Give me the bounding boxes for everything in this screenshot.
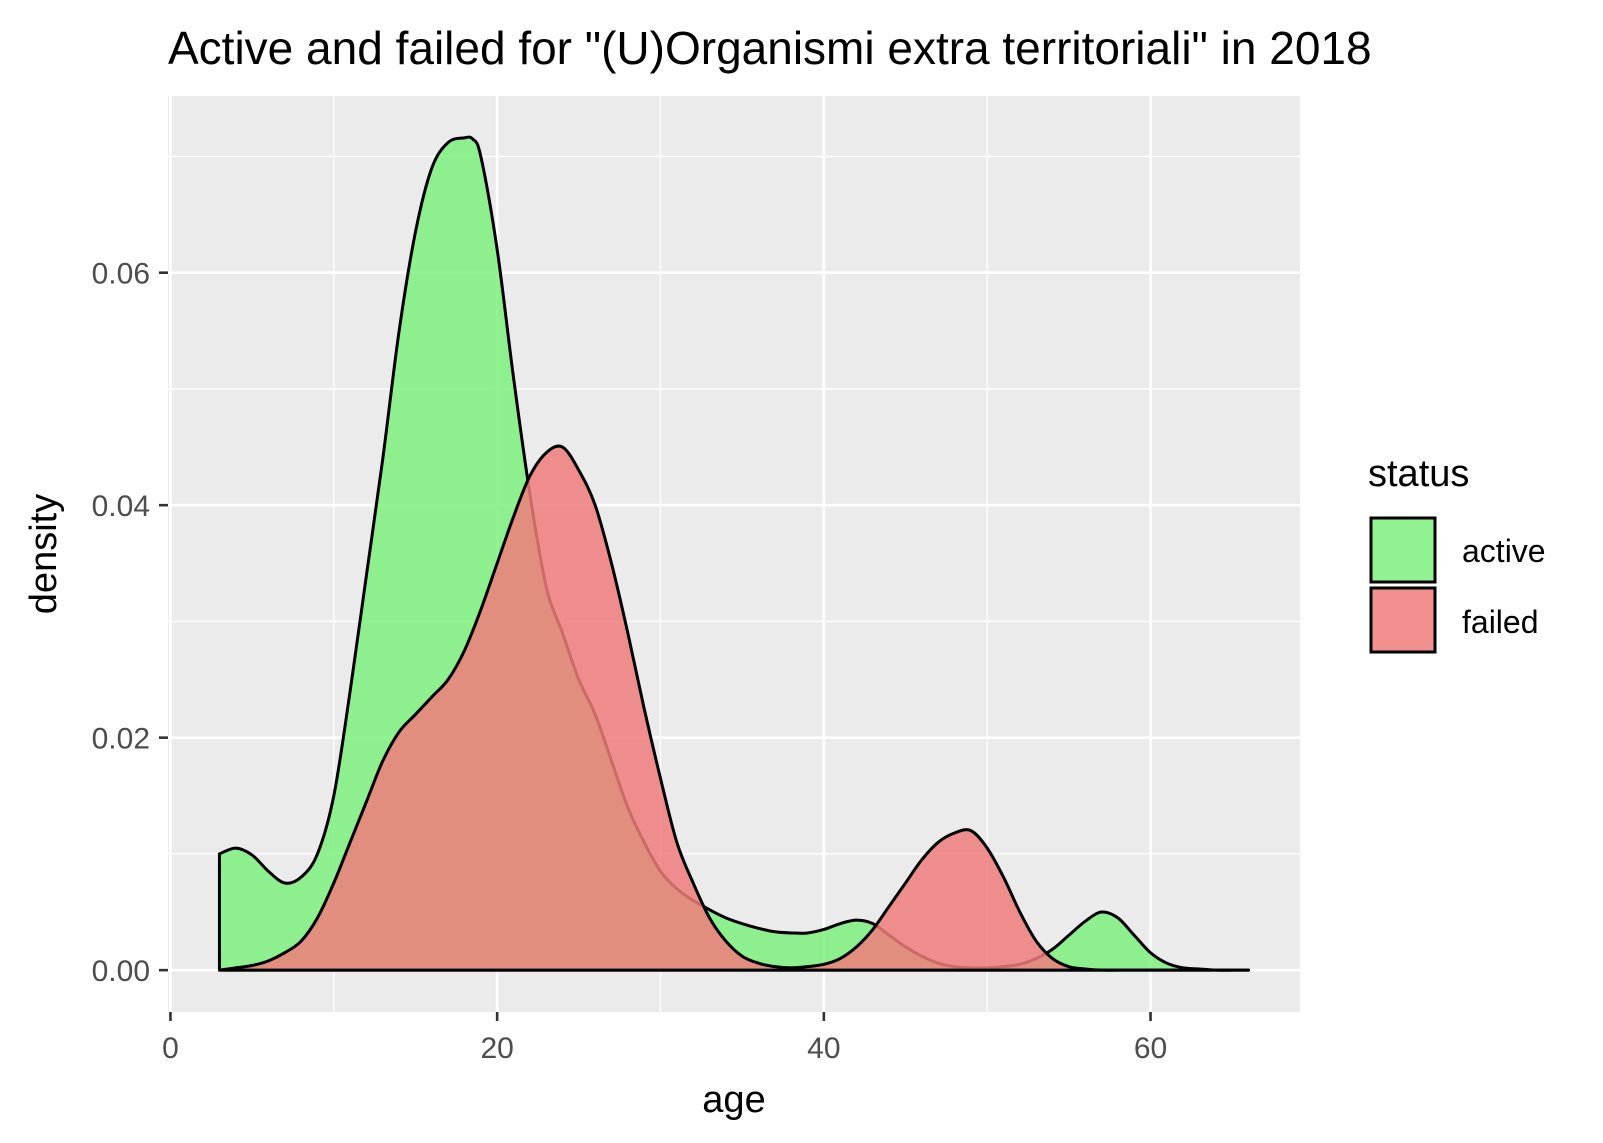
x-tick-label: 40: [807, 1032, 840, 1065]
axis-ticks: [159, 271, 1152, 1021]
legend-title: status: [1368, 453, 1469, 495]
legend-key-failed: [1369, 586, 1437, 654]
legend: status active failed: [1368, 453, 1546, 654]
y-tick-label: 0.02: [92, 723, 150, 756]
legend-key-active: [1369, 516, 1437, 584]
density-area-failed: [219, 446, 1249, 971]
y-tick-label: 0.04: [92, 490, 150, 523]
legend-label-active: active: [1462, 533, 1546, 569]
x-tick-label: 60: [1134, 1032, 1167, 1065]
y-axis-title: density: [23, 494, 65, 614]
density-areas: [217, 135, 1251, 972]
x-axis-title: age: [702, 1079, 765, 1121]
x-tick-label: 0: [162, 1032, 179, 1065]
chart-title: Active and failed for "(U)Organismi extr…: [168, 22, 1372, 74]
y-tick-label: 0.06: [92, 258, 150, 291]
legend-label-failed: failed: [1462, 604, 1539, 640]
x-tick-label: 20: [480, 1032, 513, 1065]
density-outline-failed: [217, 444, 1251, 972]
x-tick-labels: 0 20 40 60: [162, 1032, 1167, 1065]
y-tick-labels: 0.00 0.02 0.04 0.06: [92, 258, 150, 988]
y-tick-label: 0.00: [92, 955, 150, 988]
